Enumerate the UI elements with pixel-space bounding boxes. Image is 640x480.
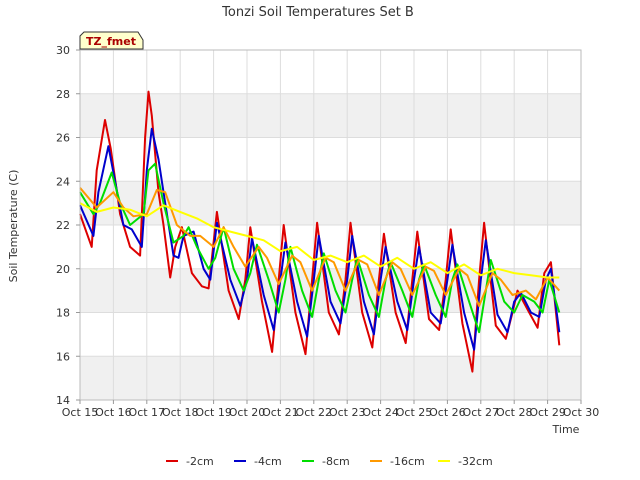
chart-title: Tonzi Soil Temperatures Set B [221, 5, 414, 20]
y-tick-label: 16 [56, 350, 70, 363]
y-axis-ticks: 14 16 18 20 22 24 26 28 30 [56, 44, 80, 407]
y-axis-label: Soil Temperature (C) [7, 170, 20, 283]
x-tick-label: Oct 29 [529, 406, 566, 419]
site-badge-label: TZ_fmet [86, 35, 136, 48]
y-tick-label: 30 [56, 44, 70, 57]
x-tick-label: Oct 26 [429, 406, 466, 419]
site-badge: TZ_fmet [79, 31, 144, 50]
y-tick-label: 20 [56, 263, 70, 276]
x-tick-label: Oct 21 [262, 406, 299, 419]
x-tick-label: Oct 30 [563, 406, 600, 419]
x-axis-label: Time [552, 423, 580, 436]
legend-label: -2cm [186, 455, 214, 468]
x-tick-label: Oct 25 [396, 406, 433, 419]
series-lines [79, 90, 561, 373]
x-tick-label: Oct 15 [62, 406, 99, 419]
legend-item: -16cm [370, 455, 425, 468]
series-line-2cmcm [79, 90, 561, 373]
legend: -2cm -4cm -8cm -16cm -32cm [166, 455, 493, 468]
legend-label: -32cm [458, 455, 493, 468]
series-line-32cmcm [79, 202, 560, 279]
x-tick-label: Oct 17 [129, 406, 166, 419]
y-tick-label: 28 [56, 88, 70, 101]
background-band [80, 93, 581, 138]
y-tick-label: 26 [56, 132, 70, 145]
x-tick-label: Oct 27 [463, 406, 500, 419]
x-tick-label: Oct 18 [162, 406, 199, 419]
x-tick-label: Oct 28 [496, 406, 533, 419]
y-tick-label: 24 [56, 175, 70, 188]
legend-item: -4cm [234, 455, 282, 468]
legend-label: -8cm [322, 455, 350, 468]
x-tick-label: Oct 23 [329, 406, 366, 419]
legend-item: -2cm [166, 455, 214, 468]
y-tick-label: 18 [56, 307, 70, 320]
x-tick-label: Oct 16 [95, 406, 132, 419]
background-band [80, 356, 581, 400]
legend-item: -32cm [438, 455, 493, 468]
legend-label: -4cm [254, 455, 282, 468]
y-tick-label: 14 [56, 394, 70, 407]
x-tick-label: Oct 22 [296, 406, 333, 419]
y-tick-label: 22 [56, 219, 70, 232]
x-tick-label: Oct 24 [362, 406, 399, 419]
background-band [80, 181, 581, 225]
legend-label: -16cm [390, 455, 425, 468]
x-tick-label: Oct 20 [229, 406, 266, 419]
series-line-4cmcm [79, 127, 561, 351]
legend-item: -8cm [302, 455, 350, 468]
x-tick-label: Oct 19 [195, 406, 232, 419]
